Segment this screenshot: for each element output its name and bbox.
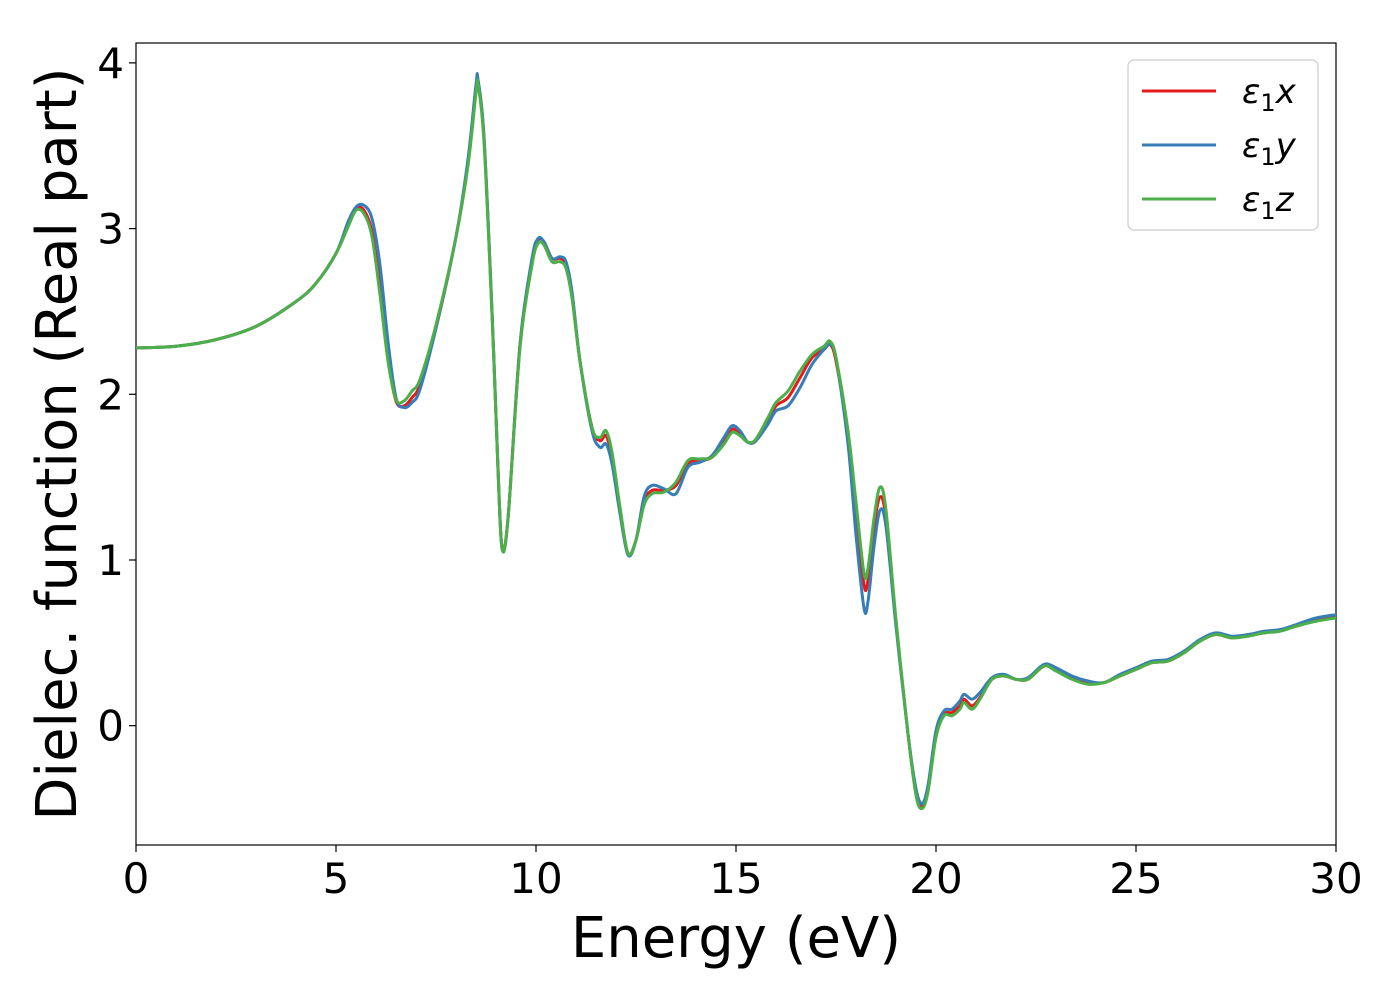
y-tick-label: 4 bbox=[97, 39, 124, 88]
y-tick-label: 3 bbox=[97, 205, 124, 254]
series-line-z bbox=[136, 78, 1336, 811]
legend-label-y: ε1y bbox=[1242, 126, 1297, 171]
legend-box bbox=[1127, 59, 1319, 231]
legend-label-x: ε1x bbox=[1242, 72, 1297, 117]
y-tick-label: 2 bbox=[97, 370, 124, 419]
series-layer bbox=[136, 72, 1336, 811]
legend: ε1x ε1y ε1z bbox=[1127, 59, 1319, 231]
x-tick-label: 0 bbox=[123, 854, 150, 903]
y-axis-label: Dielec. function (Real part) bbox=[25, 67, 90, 820]
x-tick-label: 15 bbox=[709, 854, 762, 903]
x-tick-label: 20 bbox=[909, 854, 962, 903]
x-tick-label: 30 bbox=[1309, 854, 1362, 903]
y-axis-ticks: 0 1 2 3 4 bbox=[97, 39, 136, 751]
x-tick-label: 10 bbox=[509, 854, 562, 903]
x-tick-label: 5 bbox=[323, 854, 350, 903]
legend-entries: ε1x ε1y ε1z bbox=[1142, 72, 1297, 225]
x-axis-label: Energy (eV) bbox=[571, 906, 901, 971]
legend-label-z: ε1z bbox=[1242, 180, 1295, 225]
x-axis-ticks: 0 5 10 15 20 25 30 bbox=[123, 845, 1363, 903]
y-tick-label: 1 bbox=[97, 536, 124, 585]
x-tick-label: 25 bbox=[1109, 854, 1162, 903]
y-tick-label: 0 bbox=[97, 702, 124, 751]
